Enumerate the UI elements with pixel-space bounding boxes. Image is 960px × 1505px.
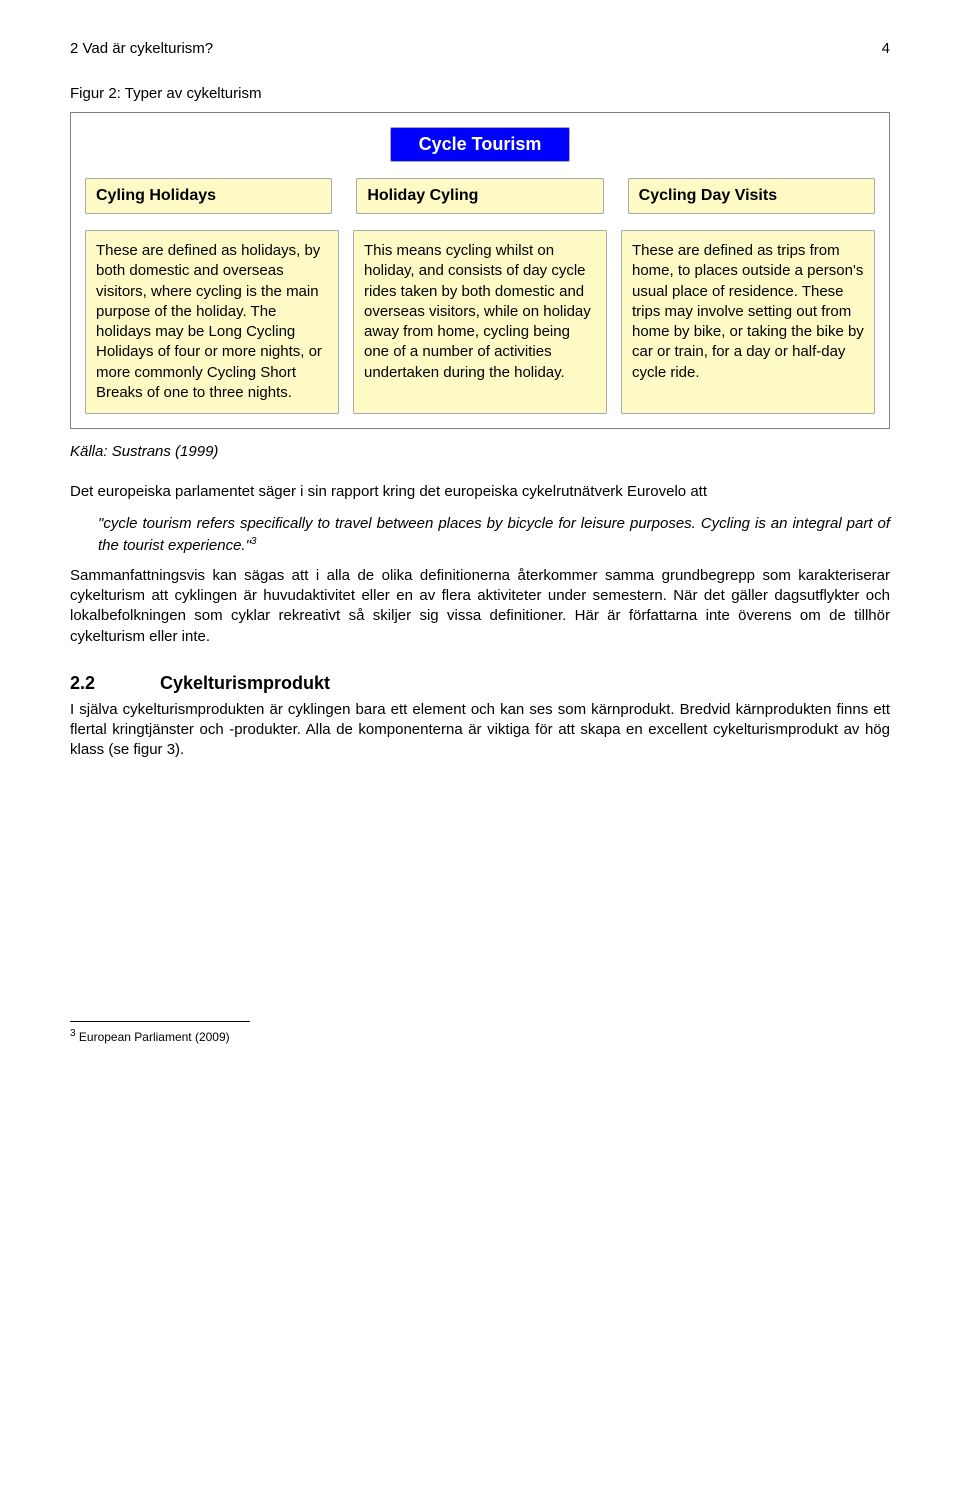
- figure-source: Källa: Sustrans (1999): [70, 443, 890, 460]
- page-header: 2 Vad är cykelturism? 4: [70, 40, 890, 57]
- quote-text: "cycle tourism refers specifically to tr…: [98, 515, 890, 553]
- category-box: Holiday Cyling: [356, 178, 603, 214]
- description-box: This means cycling whilst on holiday, an…: [353, 230, 607, 414]
- section-number: 2.2: [70, 673, 160, 694]
- diagram-category-row: Cyling Holidays Holiday Cyling Cycling D…: [85, 178, 875, 214]
- description-box: These are defined as holidays, by both d…: [85, 230, 339, 414]
- header-left: 2 Vad är cykelturism?: [70, 40, 213, 57]
- footnote: 3 European Parliament (2009): [70, 1028, 890, 1044]
- quote-block: "cycle tourism refers specifically to tr…: [70, 510, 890, 560]
- quote-footnote-ref: 3: [251, 536, 257, 547]
- section-heading: 2.2Cykelturismprodukt: [70, 673, 890, 694]
- figure-caption: Figur 2: Typer av cykelturism: [70, 85, 890, 102]
- diagram-description-row: These are defined as holidays, by both d…: [85, 230, 875, 414]
- diagram-title-box: Cycle Tourism: [390, 127, 571, 162]
- summary-paragraph: Sammanfattningsvis kan sägas att i alla …: [70, 566, 890, 647]
- category-box: Cycling Day Visits: [628, 178, 875, 214]
- footnote-text: European Parliament (2009): [76, 1030, 230, 1044]
- section-body: I själva cykelturismprodukten är cykling…: [70, 700, 890, 761]
- diagram-title-row: Cycle Tourism: [85, 127, 875, 162]
- intro-paragraph: Det europeiska parlamentet säger i sin r…: [70, 482, 890, 502]
- section-title: Cykelturismprodukt: [160, 673, 330, 693]
- category-box: Cyling Holidays: [85, 178, 332, 214]
- diagram-frame: Cycle Tourism Cyling Holidays Holiday Cy…: [70, 112, 890, 429]
- footnote-rule: [70, 1021, 250, 1022]
- header-page-number: 4: [882, 40, 890, 57]
- description-box: These are defined as trips from home, to…: [621, 230, 875, 414]
